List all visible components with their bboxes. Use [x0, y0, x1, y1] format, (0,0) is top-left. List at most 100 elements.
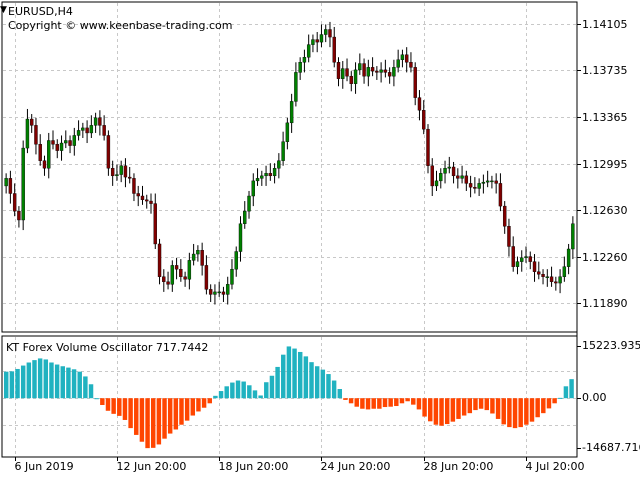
bull-candle	[247, 195, 251, 212]
bear-candle	[430, 165, 434, 187]
bull-candle	[191, 253, 196, 261]
bull-candle	[170, 265, 175, 285]
oscillator-bar	[247, 385, 252, 399]
chart-title-arrow-icon[interactable]: ▼	[0, 5, 7, 15]
bear-candle	[328, 29, 332, 38]
bull-candle	[392, 67, 396, 77]
oscillator-bar	[184, 398, 190, 421]
oscillator-bar	[507, 398, 512, 428]
bear-candle	[51, 140, 55, 145]
oscillator-bar	[495, 398, 501, 419]
oscillator-bar	[88, 384, 94, 399]
oscillator-bar	[37, 358, 43, 399]
bear-candle	[464, 175, 469, 184]
oscillator-bar	[558, 397, 563, 399]
oscillator-bar	[405, 398, 410, 402]
oscillator-bar	[518, 398, 523, 428]
bull-candle	[294, 72, 298, 102]
bull-candle	[400, 54, 405, 60]
oscillator-bar	[309, 362, 314, 399]
bear-candle	[145, 199, 149, 202]
oscillator-bar	[173, 398, 179, 430]
bear-candle	[532, 261, 537, 272]
oscillator-bar	[162, 398, 167, 439]
time-tick-label: 6 Jun 2019	[14, 460, 74, 473]
bear-candle	[413, 67, 417, 98]
bear-candle	[17, 210, 21, 221]
bull-candle	[520, 257, 524, 262]
oscillator-bar	[320, 369, 326, 399]
bear-candle	[387, 72, 392, 77]
bull-candle	[59, 142, 64, 151]
oscillator-bar	[303, 356, 309, 399]
oscillator-bar	[145, 398, 150, 449]
oscillator-bar	[529, 398, 535, 422]
bull-candle	[119, 165, 123, 175]
bear-candle	[345, 68, 349, 77]
bull-candle	[353, 69, 358, 84]
bear-candle	[375, 70, 379, 73]
bull-candle	[562, 266, 567, 277]
oscillator-bar	[416, 398, 422, 410]
bull-candle	[230, 268, 234, 285]
bull-candle	[485, 180, 490, 183]
oscillator-bar	[467, 398, 473, 414]
oscillator-bar	[218, 391, 224, 399]
oscillator-bar	[128, 398, 133, 429]
oscillator-bar	[444, 398, 450, 425]
bear-candle	[370, 67, 375, 72]
bear-candle	[179, 268, 183, 277]
time-tick-label: 24 Jun 20:00	[320, 460, 391, 473]
oscillator-bar	[524, 398, 529, 425]
price-tick-label: 1.12630	[582, 203, 628, 217]
bull-candle	[93, 117, 98, 126]
bear-candle	[34, 125, 38, 145]
oscillator-bar	[371, 398, 376, 409]
oscillator-bar	[478, 398, 484, 409]
oscillator-bar	[552, 398, 557, 404]
oscillator-bar	[422, 398, 427, 417]
bear-candle	[404, 54, 409, 63]
oscillator-bar	[43, 359, 49, 399]
bear-candle	[549, 276, 554, 282]
bear-candle	[221, 291, 226, 295]
oscillator-bar	[563, 386, 569, 399]
bull-candle	[298, 62, 302, 73]
bull-candle	[358, 63, 362, 71]
oscillator-bar	[83, 376, 88, 399]
oscillator-bar	[117, 398, 122, 416]
bull-candle	[281, 141, 285, 161]
oscillator-bar	[343, 398, 348, 400]
oscillator-bar	[433, 398, 439, 425]
bull-candle	[477, 183, 481, 189]
bull-candle	[396, 59, 400, 68]
oscillator-bar	[167, 398, 173, 434]
bear-candle	[332, 36, 336, 63]
bear-candle	[123, 165, 128, 178]
bear-candle	[336, 62, 341, 79]
bull-candle	[481, 181, 486, 184]
bull-candle	[289, 101, 294, 124]
bull-candle	[460, 175, 464, 179]
oscillator-bar	[252, 390, 258, 399]
oscillator-bar	[428, 398, 433, 422]
osc-tick-label: -14687.716	[582, 441, 640, 454]
bull-candle	[213, 291, 217, 295]
bull-candle	[238, 223, 243, 252]
bear-candle	[55, 144, 59, 151]
oscillator-bar	[105, 398, 111, 411]
oscillator-bar	[32, 360, 37, 399]
bear-candle	[498, 183, 503, 207]
oscillator-bar	[484, 398, 489, 411]
oscillator-bar	[156, 398, 162, 445]
bull-candle	[302, 57, 307, 63]
oscillator-bar	[60, 366, 65, 399]
oscillator-bar	[337, 389, 343, 399]
time-tick-label: 4 Jul 20:00	[525, 460, 585, 473]
bull-candle	[4, 178, 8, 187]
bull-candle	[490, 180, 494, 183]
bear-candle	[204, 265, 209, 290]
bear-candle	[200, 250, 204, 266]
